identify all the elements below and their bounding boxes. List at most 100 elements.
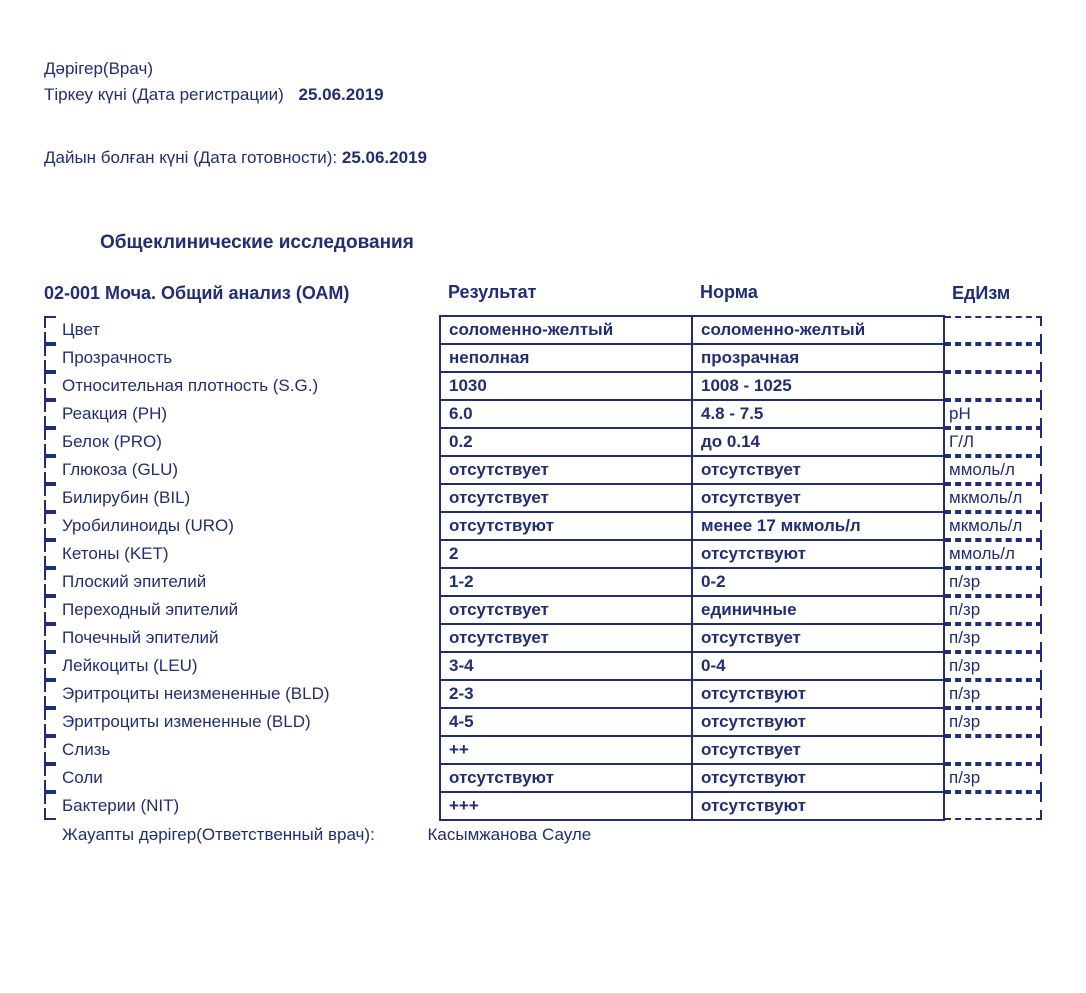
norm-cell: отсутствует: [692, 456, 944, 484]
result-cell: отсутствует: [440, 484, 692, 512]
result-cell: соломенно-желтый: [440, 316, 692, 344]
param-name: Бактерии (NIT): [62, 796, 435, 816]
param-name-cell: Соли: [44, 764, 440, 792]
param-name: Плоский эпителий: [62, 572, 435, 592]
unit-text: п/зр: [949, 712, 980, 732]
unit-cell: п/зр: [944, 652, 1042, 680]
param-name-cell: Кетоны (KET): [44, 540, 440, 568]
unit-cell: ммоль/л: [944, 456, 1042, 484]
unit-cell: ммоль/л: [944, 540, 1042, 568]
table-row: Кетоны (KET)2отсутствуютммоль/л: [44, 540, 1042, 568]
param-name: Кетоны (KET): [62, 544, 435, 564]
param-name: Реакция (PH): [62, 404, 435, 424]
result-cell: 4-5: [440, 708, 692, 736]
results-table-wrap: 02-001 Моча. Общий анализ (ОАМ) Результа…: [44, 276, 1042, 821]
unit-cell: п/зр: [944, 708, 1042, 736]
param-name: Цвет: [62, 320, 435, 340]
norm-cell: отсутствуют: [692, 680, 944, 708]
norm-cell: отсутствует: [692, 736, 944, 764]
unit-cell: [944, 792, 1042, 820]
param-name: Уробилиноиды (URO): [62, 516, 435, 536]
unit-text: п/зр: [949, 768, 980, 788]
norm-cell: менее 17 мкмоль/л: [692, 512, 944, 540]
table-row: Белок (PRO)0.2до 0.14Г/Л: [44, 428, 1042, 456]
col-result-header: Результат: [440, 276, 692, 316]
table-row: Цветсоломенно-желтыйсоломенно-желтый: [44, 316, 1042, 344]
result-cell: неполная: [440, 344, 692, 372]
param-name-cell: Слизь: [44, 736, 440, 764]
result-cell: отсутствует: [440, 596, 692, 624]
result-cell: отсутствует: [440, 624, 692, 652]
unit-cell: [944, 344, 1042, 372]
responsible-doctor-label: Жауапты дәрігер(Ответственный врач):: [62, 825, 375, 844]
unit-cell: п/зр: [944, 568, 1042, 596]
result-cell: ++: [440, 736, 692, 764]
table-row: Эритроциты измененные (BLD)4-5отсутствую…: [44, 708, 1042, 736]
param-name: Глюкоза (GLU): [62, 460, 435, 480]
unit-cell: п/зр: [944, 764, 1042, 792]
unit-cell: [944, 372, 1042, 400]
section-title: Общеклинические исследования: [100, 232, 1042, 254]
table-row: Слизь++отсутствует: [44, 736, 1042, 764]
table-row: Глюкоза (GLU)отсутствуетотсутствуетммоль…: [44, 456, 1042, 484]
result-cell: +++: [440, 792, 692, 820]
col-unit-header: ЕдИзм: [944, 276, 1042, 316]
param-name-cell: Цвет: [44, 316, 440, 344]
unit-text: мкмоль/л: [949, 516, 1022, 536]
doctor-line: Дәрігер(Врач): [44, 56, 1042, 82]
param-name-cell: Билирубин (BIL): [44, 484, 440, 512]
unit-cell: п/зр: [944, 680, 1042, 708]
ready-line: Дайын болған күні (Дата готовности): 25.…: [44, 148, 1042, 168]
table-row: Лейкоциты (LEU)3-40-4п/зр: [44, 652, 1042, 680]
unit-cell: п/зр: [944, 596, 1042, 624]
unit-text: п/зр: [949, 656, 980, 676]
registration-label: Тіркеу күні (Дата регистрации): [44, 85, 284, 104]
result-cell: 3-4: [440, 652, 692, 680]
param-name-cell: Эритроциты измененные (BLD): [44, 708, 440, 736]
responsible-doctor-line: Жауапты дәрігер(Ответственный врач): Кас…: [44, 825, 1042, 845]
unit-cell: рН: [944, 400, 1042, 428]
result-cell: 2-3: [440, 680, 692, 708]
param-name: Эритроциты неизмененные (BLD): [62, 684, 435, 704]
unit-text: п/зр: [949, 572, 980, 592]
norm-cell: прозрачная: [692, 344, 944, 372]
table-row: Плоский эпителий1-20-2п/зр: [44, 568, 1042, 596]
registration-date: 25.06.2019: [299, 85, 384, 104]
unit-cell: [944, 736, 1042, 764]
result-cell: отсутствуют: [440, 764, 692, 792]
col-norm-header: Норма: [692, 276, 944, 316]
unit-text: ммоль/л: [949, 544, 1015, 564]
table-row: Почечный эпителийотсутствуетотсутствуетп…: [44, 624, 1042, 652]
param-name-cell: Плоский эпителий: [44, 568, 440, 596]
param-name: Переходный эпителий: [62, 600, 435, 620]
param-name-cell: Переходный эпителий: [44, 596, 440, 624]
param-name-cell: Относительная плотность (S.G.): [44, 372, 440, 400]
param-name: Белок (PRO): [62, 432, 435, 452]
result-cell: 0.2: [440, 428, 692, 456]
table-header-row: 02-001 Моча. Общий анализ (ОАМ) Результа…: [44, 276, 1042, 316]
table-row: Прозрачностьнеполнаяпрозрачная: [44, 344, 1042, 372]
responsible-doctor-name: Касымжанова Сауле: [428, 825, 592, 844]
unit-cell: мкмоль/л: [944, 512, 1042, 540]
param-name-cell: Глюкоза (GLU): [44, 456, 440, 484]
unit-text: рН: [949, 404, 971, 424]
table-row: Эритроциты неизмененные (BLD)2-3отсутств…: [44, 680, 1042, 708]
table-row: Реакция (PH)6.04.8 - 7.5рН: [44, 400, 1042, 428]
norm-cell: отсутствует: [692, 624, 944, 652]
table-row: Бактерии (NIT)+++отсутствуют: [44, 792, 1042, 820]
param-name: Слизь: [62, 740, 435, 760]
result-cell: отсутствует: [440, 456, 692, 484]
param-name-cell: Бактерии (NIT): [44, 792, 440, 820]
norm-cell: 4.8 - 7.5: [692, 400, 944, 428]
unit-text: мкмоль/л: [949, 488, 1022, 508]
registration-line: Тіркеу күні (Дата регистрации) 25.06.201…: [44, 82, 1042, 108]
param-name-cell: Уробилиноиды (URO): [44, 512, 440, 540]
result-cell: 1-2: [440, 568, 692, 596]
param-name: Билирубин (BIL): [62, 488, 435, 508]
param-name-cell: Белок (PRO): [44, 428, 440, 456]
unit-cell: мкмоль/л: [944, 484, 1042, 512]
norm-cell: отсутствуют: [692, 792, 944, 820]
norm-cell: до 0.14: [692, 428, 944, 456]
result-cell: 2: [440, 540, 692, 568]
norm-cell: 1008 - 1025: [692, 372, 944, 400]
